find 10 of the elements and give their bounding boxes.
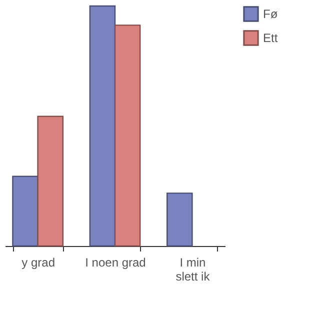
bar (114, 24, 141, 247)
bar (12, 176, 38, 247)
x-tick-label: y grad (22, 256, 55, 270)
x-tick-label: I noen grad (85, 256, 146, 270)
bar (89, 5, 116, 247)
legend-label: Ett (263, 31, 278, 45)
bar (166, 192, 193, 247)
legend-label: Fø (263, 7, 278, 21)
bar (37, 116, 64, 247)
x-tick-label: I min slett ik (176, 256, 211, 284)
